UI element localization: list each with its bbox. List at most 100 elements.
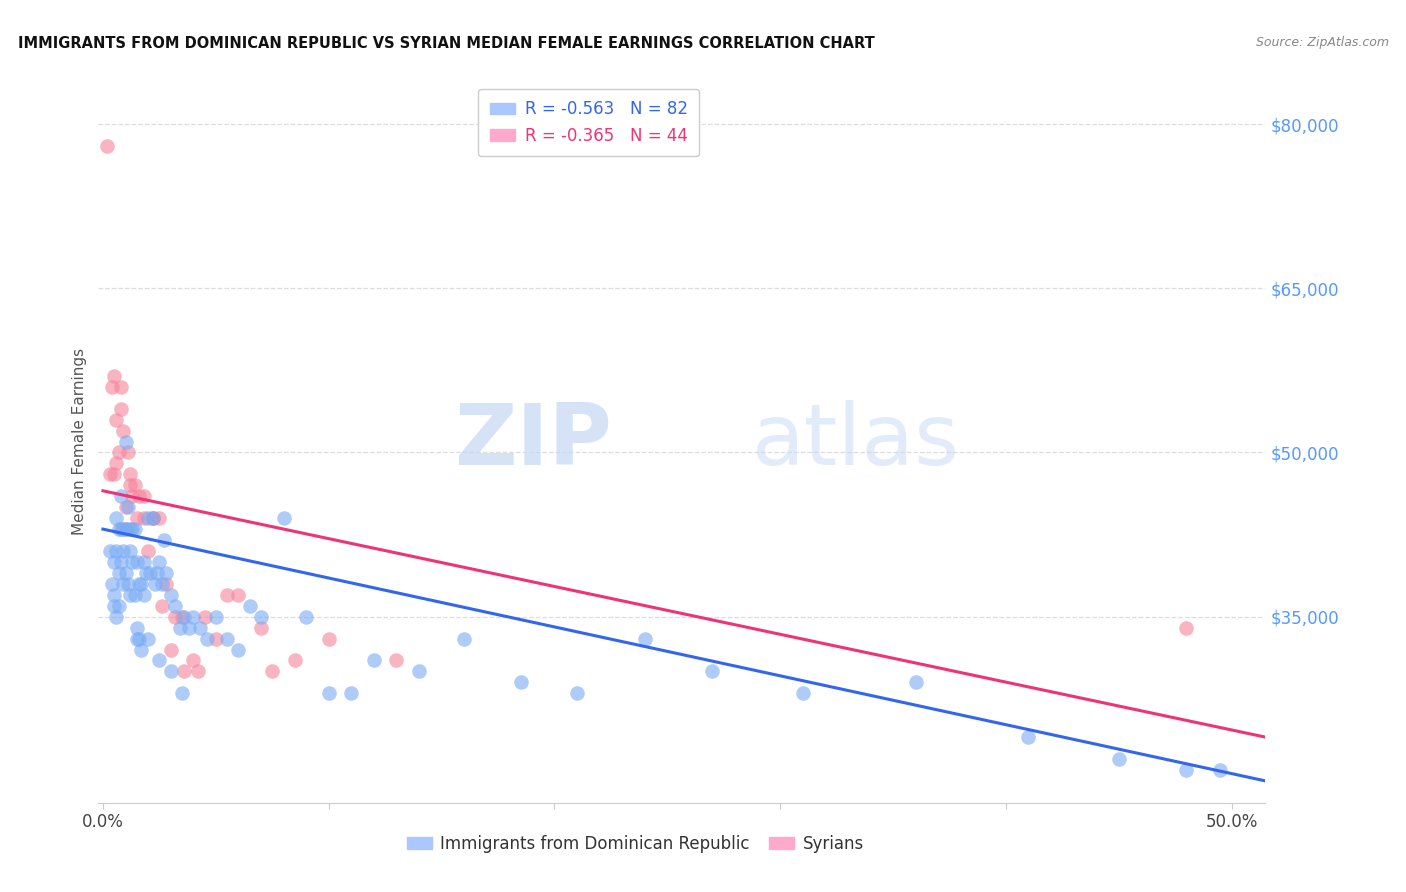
Point [124, 478, 146, 492]
Text: IMMIGRANTS FROM DOMINICAN REPUBLIC VS SYRIAN MEDIAN FEMALE EARNINGS CORRELATION : IMMIGRANTS FROM DOMINICAN REPUBLIC VS SY… [18, 36, 875, 51]
Point [125, 511, 148, 525]
Point [177, 621, 200, 635]
Point [250, 621, 273, 635]
Point [155, 566, 177, 580]
Point [228, 588, 250, 602]
Point [173, 609, 195, 624]
Text: atlas: atlas [752, 400, 960, 483]
Point [105, 609, 128, 624]
Point [385, 653, 408, 667]
Point [132, 588, 155, 602]
Point [114, 434, 136, 449]
Point [110, 380, 132, 394]
Point [148, 511, 170, 525]
Point [453, 632, 475, 646]
Point [217, 632, 239, 646]
Point [121, 522, 143, 536]
Y-axis label: Median Female Earnings: Median Female Earnings [72, 348, 87, 535]
Point [114, 522, 136, 536]
Point [181, 609, 204, 624]
Point [118, 588, 141, 602]
Point [195, 632, 218, 646]
Point [107, 599, 129, 613]
Point [125, 632, 148, 646]
Point [105, 412, 128, 426]
Point [173, 665, 195, 679]
Point [128, 632, 150, 646]
Point [112, 424, 135, 438]
Point [136, 544, 159, 558]
Point [132, 555, 155, 569]
Point [284, 653, 307, 667]
Point [702, 665, 724, 679]
Point [565, 686, 588, 700]
Legend: Immigrants from Dominican Republic, Syrians: Immigrants from Dominican Republic, Syri… [399, 828, 870, 860]
Point [273, 511, 295, 525]
Point [239, 599, 262, 613]
Point [105, 457, 128, 471]
Point [188, 621, 211, 635]
Point [142, 511, 165, 525]
Point [114, 522, 136, 536]
Point [132, 511, 155, 525]
Point [128, 577, 150, 591]
Point [96, 139, 118, 153]
Point [143, 577, 166, 591]
Point [165, 599, 187, 613]
Point [318, 632, 340, 646]
Text: ZIP: ZIP [454, 400, 612, 483]
Point [153, 533, 176, 547]
Point [295, 609, 318, 624]
Point [135, 566, 157, 580]
Point [101, 577, 124, 591]
Point [204, 632, 226, 646]
Point [110, 401, 132, 416]
Point [131, 577, 153, 591]
Point [98, 544, 121, 558]
Point [131, 642, 153, 657]
Point [1017, 730, 1039, 744]
Point [142, 511, 165, 525]
Point [112, 544, 135, 558]
Point [103, 588, 125, 602]
Point [408, 665, 430, 679]
Point [228, 642, 250, 657]
Point [118, 522, 141, 536]
Point [193, 609, 215, 624]
Point [634, 632, 657, 646]
Point [159, 642, 181, 657]
Point [159, 665, 181, 679]
Point [159, 588, 181, 602]
Point [1209, 763, 1232, 777]
Text: Source: ZipAtlas.com: Source: ZipAtlas.com [1256, 36, 1389, 49]
Point [250, 609, 273, 624]
Point [110, 522, 132, 536]
Point [118, 544, 141, 558]
Point [103, 467, 125, 482]
Point [117, 445, 139, 459]
Point [1108, 752, 1130, 766]
Point [165, 609, 187, 624]
Point [110, 555, 132, 569]
Point [125, 555, 148, 569]
Point [103, 555, 125, 569]
Point [170, 609, 193, 624]
Point [204, 609, 226, 624]
Point [170, 686, 193, 700]
Point [363, 653, 385, 667]
Point [114, 566, 136, 580]
Point [121, 555, 143, 569]
Point [118, 467, 141, 482]
Point [1175, 763, 1198, 777]
Point [103, 368, 125, 383]
Point [125, 621, 148, 635]
Point [112, 522, 135, 536]
Point [128, 489, 150, 503]
Point [117, 500, 139, 515]
Point [101, 380, 124, 394]
Point [132, 489, 155, 503]
Point [139, 566, 162, 580]
Point [105, 511, 128, 525]
Point [114, 500, 136, 515]
Point [181, 653, 204, 667]
